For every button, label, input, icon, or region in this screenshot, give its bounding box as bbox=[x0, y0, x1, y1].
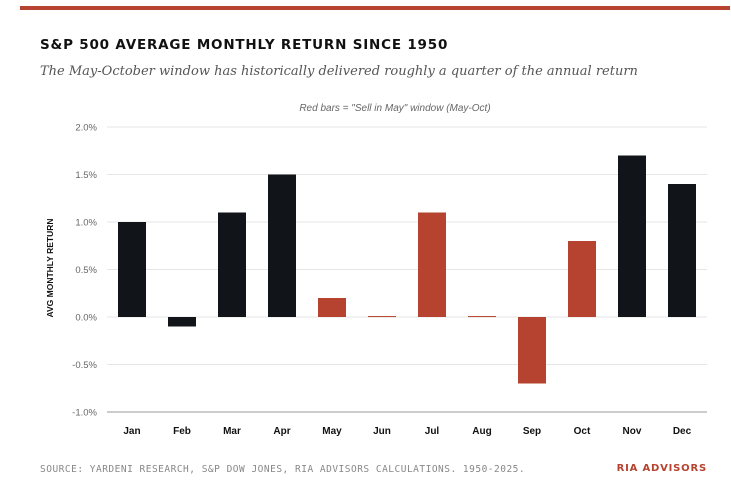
y-tick-label: 0.0% bbox=[75, 313, 97, 324]
y-tick-label: 1.0% bbox=[75, 218, 97, 229]
x-tick-label: Dec bbox=[673, 426, 692, 437]
bar-jul bbox=[418, 212, 446, 317]
x-tick-label: Apr bbox=[273, 426, 290, 437]
y-tick-label: 2.0% bbox=[75, 123, 97, 134]
bar-mar bbox=[218, 212, 246, 317]
chart-annotation: Red bars = "Sell in May" window (May-Oct… bbox=[299, 103, 490, 114]
bar-dec bbox=[668, 184, 696, 317]
y-tick-label: 1.5% bbox=[75, 170, 97, 181]
bar-aug bbox=[468, 316, 496, 318]
y-tick-label: -0.5% bbox=[72, 360, 97, 371]
chart-subtitle: The May-October window has historically … bbox=[40, 64, 638, 79]
x-tick-label: Jun bbox=[373, 426, 391, 437]
bar-may bbox=[318, 298, 346, 317]
x-axis-ticks: Jan Feb Mar Apr May Jun Jul Aug Sep Oct Nov Dec bbox=[123, 426, 691, 437]
bar-chart: Red bars = "Sell in May" window (May-Oct… bbox=[45, 103, 707, 437]
y-axis-ticks: 2.0% 1.5% 1.0% 0.5% 0.0% -0.5% -1.0% bbox=[72, 123, 97, 419]
x-tick-label: Oct bbox=[574, 426, 591, 437]
x-tick-label: Aug bbox=[472, 426, 491, 437]
y-tick-label: 0.5% bbox=[75, 265, 97, 276]
y-tick-label: -1.0% bbox=[72, 408, 97, 419]
x-tick-label: Jan bbox=[123, 426, 140, 437]
bar-sep bbox=[518, 317, 546, 384]
y-axis-label: AVG MONTHLY RETURN bbox=[45, 218, 55, 317]
bars bbox=[118, 155, 696, 384]
brand-label: RIA ADVISORS bbox=[616, 463, 707, 474]
x-tick-label: Sep bbox=[523, 426, 541, 437]
x-tick-label: May bbox=[322, 426, 342, 437]
top-accent-rule bbox=[20, 6, 730, 10]
bar-jun bbox=[368, 316, 396, 318]
bar-jan bbox=[118, 222, 146, 317]
grid-lines bbox=[107, 126, 707, 413]
bar-oct bbox=[568, 241, 596, 317]
bar-apr bbox=[268, 174, 296, 317]
x-tick-label: Mar bbox=[223, 426, 241, 437]
source-note: SOURCE: YARDENI RESEARCH, S&P DOW JONES,… bbox=[40, 464, 526, 475]
x-tick-label: Nov bbox=[623, 426, 642, 437]
chart-title: S&P 500 AVERAGE MONTHLY RETURN SINCE 195… bbox=[40, 37, 449, 53]
x-tick-label: Feb bbox=[173, 426, 191, 437]
bar-feb bbox=[168, 317, 196, 327]
x-tick-label: Jul bbox=[425, 426, 440, 437]
bar-nov bbox=[618, 155, 646, 317]
